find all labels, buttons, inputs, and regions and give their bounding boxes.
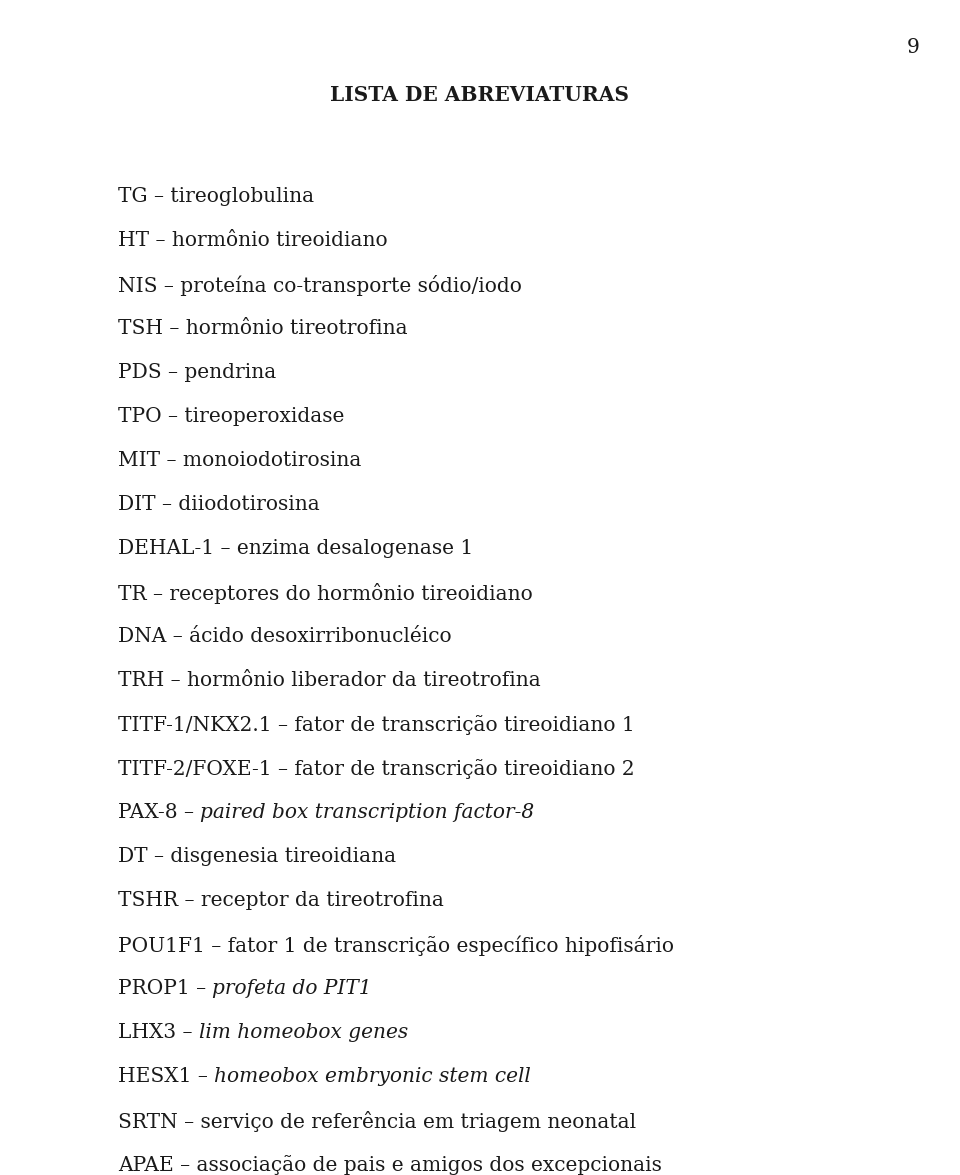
Text: TPO – tireoperoxidase: TPO – tireoperoxidase <box>118 407 345 427</box>
Text: MIT – monoiodotirosina: MIT – monoiodotirosina <box>118 451 361 470</box>
Text: LISTA DE ABREVIATURAS: LISTA DE ABREVIATURAS <box>330 85 630 105</box>
Text: TR – receptores do hormônio tireoidiano: TR – receptores do hormônio tireoidiano <box>118 583 533 604</box>
Text: DT – disgenesia tireoidiana: DT – disgenesia tireoidiana <box>118 847 396 866</box>
Text: profeta do PIT1: profeta do PIT1 <box>212 979 372 998</box>
Text: DEHAL-1 – enzima desalogenase 1: DEHAL-1 – enzima desalogenase 1 <box>118 539 473 558</box>
Text: PROP1 –: PROP1 – <box>118 979 212 998</box>
Text: TG – tireoglobulina: TG – tireoglobulina <box>118 187 314 206</box>
Text: DNA – ácido desoxirribonucléico: DNA – ácido desoxirribonucléico <box>118 627 451 646</box>
Text: PAX-8 –: PAX-8 – <box>118 803 201 822</box>
Text: TSH – hormônio tireotrofina: TSH – hormônio tireotrofina <box>118 318 408 338</box>
Text: TSHR – receptor da tireotrofina: TSHR – receptor da tireotrofina <box>118 891 444 909</box>
Text: SRTN – serviço de referência em triagem neonatal: SRTN – serviço de referência em triagem … <box>118 1112 636 1132</box>
Text: 9: 9 <box>907 38 920 58</box>
Text: APAE – associação de pais e amigos dos excepcionais: APAE – associação de pais e amigos dos e… <box>118 1155 661 1175</box>
Text: paired box transcription factor-8: paired box transcription factor-8 <box>201 803 535 822</box>
Text: DIT – diiodotirosina: DIT – diiodotirosina <box>118 495 320 513</box>
Text: NIS – proteína co-transporte sódio/iodo: NIS – proteína co-transporte sódio/iodo <box>118 275 522 296</box>
Text: lim homeobox genes: lim homeobox genes <box>199 1023 408 1042</box>
Text: HESX1 –: HESX1 – <box>118 1067 214 1086</box>
Text: TRH – hormônio liberador da tireotrofina: TRH – hormônio liberador da tireotrofina <box>118 671 540 690</box>
Text: TITF-1/NKX2.1 – fator de transcrição tireoidiano 1: TITF-1/NKX2.1 – fator de transcrição tir… <box>118 716 635 736</box>
Text: LHX3 –: LHX3 – <box>118 1023 199 1042</box>
Text: PDS – pendrina: PDS – pendrina <box>118 363 276 382</box>
Text: POU1F1 – fator 1 de transcrição específico hipofisário: POU1F1 – fator 1 de transcrição específi… <box>118 935 674 956</box>
Text: homeobox embryonic stem cell: homeobox embryonic stem cell <box>214 1067 531 1086</box>
Text: HT – hormônio tireoidiano: HT – hormônio tireoidiano <box>118 231 388 250</box>
Text: TITF-2/FOXE-1 – fator de transcrição tireoidiano 2: TITF-2/FOXE-1 – fator de transcrição tir… <box>118 759 635 779</box>
